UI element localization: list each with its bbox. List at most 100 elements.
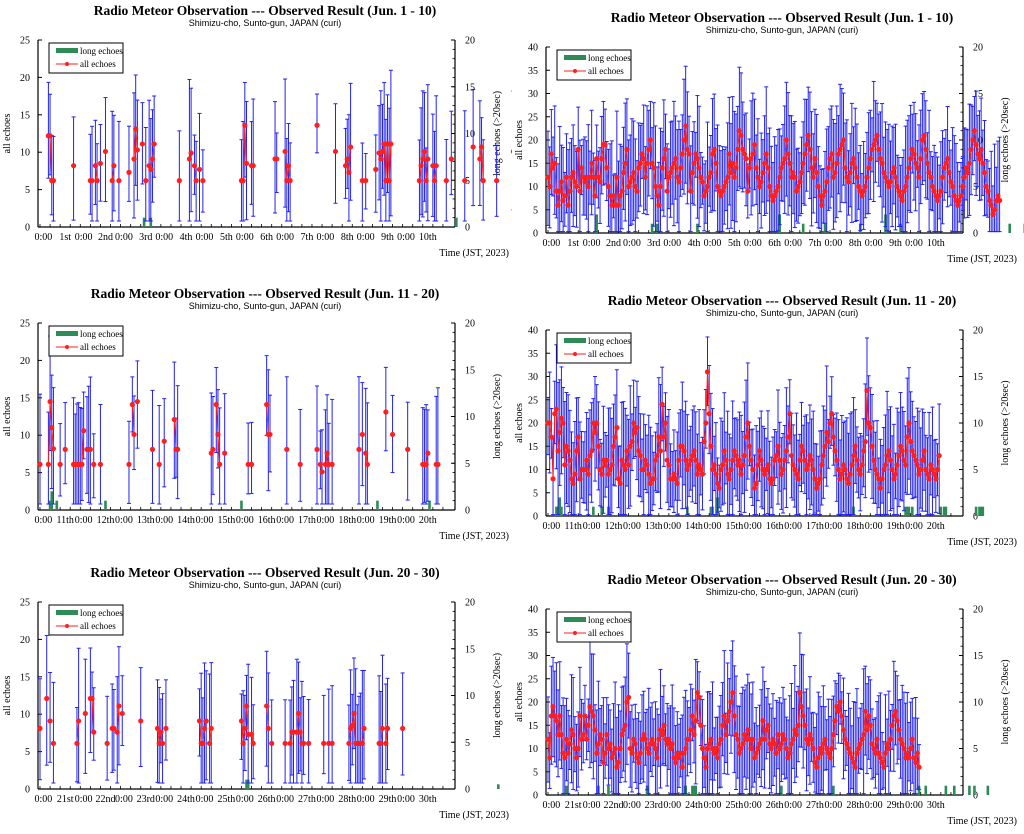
long-echo-bar bbox=[142, 217, 146, 227]
all-echoes-line-segment bbox=[562, 422, 566, 465]
x-tick-label: 28th bbox=[846, 800, 864, 811]
all-echoes-line-segment bbox=[754, 144, 757, 168]
all-echoes-point bbox=[745, 420, 751, 426]
all-echoes-line-segment bbox=[601, 739, 604, 763]
all-echoes-point bbox=[200, 740, 206, 746]
x-tick-label: 2nd bbox=[98, 232, 113, 243]
y-axis-label-right: long echoes (>20sec) bbox=[492, 91, 503, 176]
all-echoes-point bbox=[49, 425, 55, 431]
all-echoes-point bbox=[721, 448, 727, 454]
all-echoes-point bbox=[950, 183, 956, 190]
all-echoes-point bbox=[629, 174, 635, 180]
all-echoes-line-segment bbox=[745, 158, 749, 192]
all-echoes-point bbox=[936, 193, 942, 199]
legend-long-echoes-label: long echoes bbox=[588, 53, 631, 63]
all-echoes-point bbox=[805, 132, 811, 138]
all-echoes-point bbox=[808, 165, 815, 171]
all-echoes-point bbox=[859, 193, 865, 199]
all-echoes-point bbox=[704, 369, 711, 375]
all-echoes-point bbox=[892, 471, 899, 477]
all-echoes-point bbox=[548, 151, 554, 157]
all-echoes-point bbox=[864, 387, 870, 394]
all-echoes-point bbox=[795, 476, 801, 482]
y2-tick-label: 0 bbox=[465, 785, 470, 796]
all-echoes-point bbox=[696, 165, 702, 171]
all-echoes-point bbox=[589, 448, 595, 454]
all-echoes-point bbox=[686, 462, 692, 468]
x-tick-label: 1st bbox=[567, 238, 579, 249]
all-echoes-point bbox=[983, 183, 989, 190]
all-echoes-point bbox=[300, 740, 307, 746]
all-echoes-point bbox=[810, 466, 816, 473]
all-echoes-line-segment bbox=[665, 149, 668, 192]
legend-all-echoes-label: all echoes bbox=[80, 621, 116, 631]
all-echoes-point bbox=[802, 457, 808, 463]
all-echoes-point bbox=[738, 132, 744, 138]
chart-panel-jun1-10-right: Radio Meteor Observation --- Observed Re… bbox=[512, 0, 1024, 278]
y-tick-label: 25 bbox=[20, 36, 30, 47]
all-echoes-line-segment bbox=[743, 436, 747, 456]
all-echoes-point bbox=[693, 457, 699, 463]
all-echoes-point bbox=[248, 731, 255, 737]
all-echoes-point bbox=[44, 695, 50, 702]
legend-all-echoes-marker bbox=[65, 62, 69, 66]
all-echoes-point bbox=[242, 725, 248, 732]
all-echoes-point bbox=[94, 178, 100, 184]
all-echoes-point bbox=[652, 457, 659, 463]
all-echoes-point bbox=[740, 146, 746, 152]
y-tick-label: 0 bbox=[25, 785, 30, 796]
y-tick-label: 20 bbox=[528, 136, 538, 147]
y-tick-label: 25 bbox=[528, 674, 538, 685]
y-tick-label: 15 bbox=[20, 672, 30, 683]
all-echoes-point bbox=[897, 193, 904, 199]
all-echoes-point bbox=[884, 452, 890, 459]
all-echoes-point bbox=[765, 165, 771, 171]
chart-subtitle: Shimizu-cho, Sunto-gun, JAPAN (curi) bbox=[189, 301, 341, 311]
all-echoes-point bbox=[849, 160, 855, 166]
all-echoes-point bbox=[610, 193, 617, 199]
all-echoes-point bbox=[857, 471, 863, 477]
all-echoes-line-segment bbox=[133, 128, 137, 159]
all-echoes-point bbox=[47, 398, 53, 405]
all-echoes-point bbox=[646, 146, 652, 152]
y2-tick-label: 10 bbox=[465, 412, 475, 423]
x-tick-label: 27th bbox=[298, 794, 316, 805]
all-echoes-point bbox=[751, 485, 758, 491]
all-echoes-line-segment bbox=[755, 464, 759, 484]
x-tick-label: 0:00 bbox=[75, 794, 93, 805]
y2-tick-label: 20 bbox=[465, 36, 475, 47]
x-tick-label: 20th bbox=[927, 521, 945, 532]
all-echoes-point bbox=[756, 448, 763, 454]
all-echoes-point bbox=[812, 156, 818, 162]
x-tick-label: 0:00 bbox=[236, 794, 254, 805]
all-echoes-point bbox=[699, 471, 706, 477]
all-echoes-line-segment bbox=[198, 720, 202, 744]
all-echoes-point bbox=[849, 462, 855, 468]
all-echoes-point bbox=[651, 476, 657, 482]
legend-all-echoes-label: all echoes bbox=[80, 342, 116, 352]
x-tick-label: 0:00 bbox=[34, 794, 52, 805]
x-axis-label: Time (JST, 2023) bbox=[947, 254, 1017, 265]
all-echoes-point bbox=[578, 165, 585, 171]
all-echoes-point bbox=[332, 148, 339, 155]
all-echoes-point bbox=[908, 156, 914, 162]
all-echoes-point bbox=[111, 163, 117, 169]
all-echoes-point bbox=[589, 160, 595, 166]
all-echoes-point bbox=[349, 722, 355, 729]
all-echoes-point bbox=[175, 446, 181, 453]
all-echoes-point bbox=[669, 165, 675, 171]
all-echoes-line-segment bbox=[51, 427, 54, 449]
all-echoes-point bbox=[933, 476, 939, 482]
all-echoes-point bbox=[978, 146, 984, 152]
chart-subtitle: Shimizu-cho, Sunto-gun, JAPAN (curi) bbox=[706, 587, 858, 597]
x-tick-label: 0:00 bbox=[115, 515, 133, 526]
all-echoes-point bbox=[918, 466, 924, 473]
all-echoes-point bbox=[926, 169, 932, 176]
all-echoes-point bbox=[208, 725, 214, 732]
all-echoes-point bbox=[625, 183, 632, 190]
all-echoes-point bbox=[763, 466, 769, 473]
y2-tick-label: 15 bbox=[465, 644, 475, 655]
all-echoes-point bbox=[928, 462, 934, 468]
all-echoes-line-segment bbox=[76, 720, 80, 744]
all-echoes-line-segment bbox=[388, 143, 392, 181]
